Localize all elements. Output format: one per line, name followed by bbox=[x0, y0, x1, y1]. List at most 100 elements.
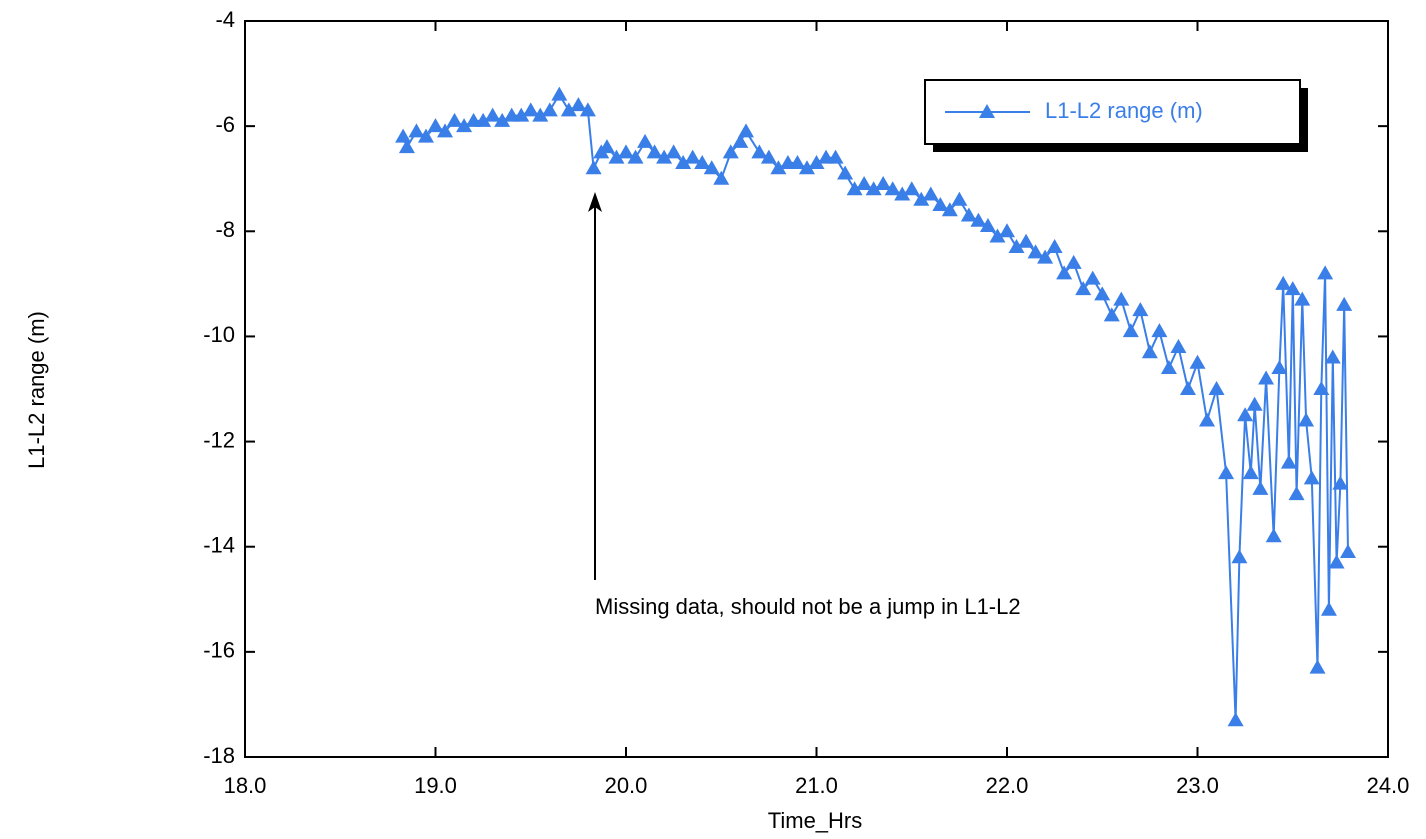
y-tick-label: -6 bbox=[215, 112, 235, 137]
data-point bbox=[532, 107, 549, 122]
data-point bbox=[1199, 412, 1216, 427]
data-point bbox=[989, 228, 1006, 243]
data-point bbox=[1179, 381, 1196, 395]
data-point bbox=[560, 102, 577, 117]
data-point bbox=[1227, 712, 1244, 727]
data-point bbox=[856, 175, 873, 190]
data-point bbox=[395, 128, 412, 143]
data-point bbox=[522, 102, 539, 117]
data-point bbox=[1294, 291, 1311, 306]
data-point bbox=[951, 191, 968, 206]
x-tick-label: 20.0 bbox=[605, 773, 648, 798]
data-point bbox=[1265, 528, 1282, 543]
data-point bbox=[1084, 270, 1101, 285]
data-point bbox=[865, 181, 882, 196]
data-point bbox=[1252, 480, 1269, 495]
data-point bbox=[427, 118, 444, 133]
data-point bbox=[760, 149, 777, 164]
x-tick-label: 24.0 bbox=[1367, 773, 1410, 798]
data-point bbox=[1008, 239, 1025, 254]
data-point bbox=[837, 165, 854, 180]
data-point bbox=[637, 133, 654, 148]
data-point bbox=[894, 186, 911, 201]
data-point bbox=[732, 133, 749, 148]
data-point bbox=[722, 144, 739, 159]
data-point bbox=[494, 112, 511, 127]
data-point bbox=[1094, 286, 1111, 301]
data-point bbox=[979, 218, 996, 233]
data-point bbox=[408, 123, 425, 138]
data-point bbox=[1339, 543, 1356, 558]
x-tick-label: 18.0 bbox=[224, 773, 267, 798]
y-tick-label: -8 bbox=[215, 217, 235, 242]
data-point bbox=[1170, 338, 1187, 353]
data-point bbox=[884, 181, 901, 196]
y-tick-label: -10 bbox=[203, 322, 235, 347]
data-point bbox=[1298, 412, 1315, 427]
data-point bbox=[903, 181, 920, 196]
data-point bbox=[446, 112, 463, 127]
data-point bbox=[1027, 244, 1044, 259]
data-point bbox=[1132, 302, 1149, 317]
data-point bbox=[738, 123, 755, 138]
data-point bbox=[551, 86, 568, 101]
data-point bbox=[808, 154, 825, 169]
y-tick-label: -4 bbox=[215, 7, 235, 32]
data-point bbox=[684, 149, 701, 164]
data-point bbox=[513, 107, 530, 122]
data-point bbox=[608, 149, 625, 164]
data-point bbox=[1328, 554, 1345, 569]
data-point bbox=[875, 175, 892, 190]
data-point bbox=[999, 223, 1015, 238]
data-point bbox=[1258, 370, 1275, 385]
data-point bbox=[960, 207, 977, 222]
annotation: Missing data, should not be a jump in L1… bbox=[595, 594, 1021, 619]
y-tick-label: -14 bbox=[203, 533, 235, 558]
data-point bbox=[417, 128, 434, 143]
y-tick-label: -18 bbox=[203, 743, 235, 768]
data-point bbox=[484, 107, 501, 122]
data-point bbox=[789, 154, 806, 169]
data-point bbox=[675, 154, 692, 169]
data-point bbox=[798, 160, 815, 175]
data-point bbox=[970, 212, 987, 227]
data-point bbox=[1237, 407, 1254, 422]
data-point bbox=[1151, 323, 1168, 338]
data-point bbox=[1303, 470, 1320, 485]
data-point bbox=[1160, 359, 1177, 374]
x-tick-label: 19.0 bbox=[414, 773, 457, 798]
data-point bbox=[1317, 265, 1334, 280]
x-tick-label: 21.0 bbox=[795, 773, 838, 798]
legend-marker bbox=[979, 104, 995, 118]
annotation-arrowhead bbox=[588, 192, 602, 212]
legend-label: L1-L2 range (m) bbox=[1045, 98, 1203, 123]
data-point bbox=[1122, 323, 1139, 338]
data-point bbox=[665, 144, 682, 159]
data-point bbox=[1246, 396, 1263, 411]
data-point bbox=[703, 160, 720, 175]
data-point bbox=[1271, 359, 1288, 374]
data-point bbox=[932, 197, 949, 211]
data-point bbox=[570, 97, 587, 112]
data-point bbox=[1280, 454, 1297, 469]
data-point bbox=[1284, 281, 1301, 296]
data-point bbox=[1037, 249, 1054, 264]
data-point bbox=[456, 118, 473, 133]
data-point bbox=[770, 160, 787, 175]
data-point bbox=[1056, 265, 1073, 280]
data-point bbox=[1065, 254, 1082, 269]
data-point bbox=[1320, 601, 1337, 616]
data-point bbox=[656, 149, 673, 164]
data-point bbox=[1288, 486, 1305, 501]
data-point bbox=[1141, 344, 1158, 359]
data-point bbox=[598, 139, 615, 154]
data-point bbox=[1018, 233, 1035, 248]
data-point bbox=[1218, 465, 1235, 480]
data-point bbox=[1275, 275, 1292, 290]
data-point bbox=[913, 191, 930, 206]
data-point bbox=[1309, 659, 1326, 674]
data-point bbox=[1336, 296, 1353, 311]
data-point bbox=[541, 102, 558, 117]
data-point bbox=[475, 112, 492, 127]
